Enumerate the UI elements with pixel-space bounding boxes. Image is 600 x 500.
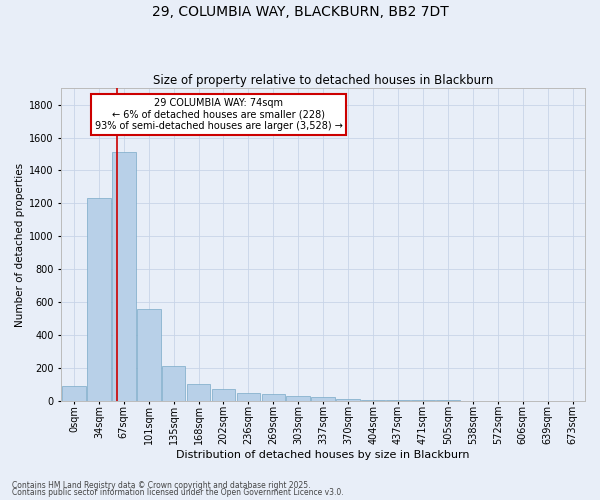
Bar	[337, 399, 360, 401]
Bar	[62, 386, 86, 401]
Title: Size of property relative to detached houses in Blackburn: Size of property relative to detached ho…	[153, 74, 493, 87]
Bar	[162, 366, 185, 401]
Text: 29, COLUMBIA WAY, BLACKBURN, BB2 7DT: 29, COLUMBIA WAY, BLACKBURN, BB2 7DT	[152, 5, 448, 19]
Bar	[87, 198, 110, 401]
Bar	[137, 308, 161, 401]
Bar	[361, 400, 385, 401]
Bar	[112, 152, 136, 401]
Bar	[286, 396, 310, 401]
Bar	[386, 400, 410, 401]
Bar	[311, 398, 335, 401]
Bar	[187, 384, 211, 401]
Bar	[236, 392, 260, 401]
Bar	[262, 394, 285, 401]
Text: Contains public sector information licensed under the Open Government Licence v3: Contains public sector information licen…	[12, 488, 344, 497]
Y-axis label: Number of detached properties: Number of detached properties	[15, 162, 25, 326]
X-axis label: Distribution of detached houses by size in Blackburn: Distribution of detached houses by size …	[176, 450, 470, 460]
Bar	[212, 390, 235, 401]
Text: Contains HM Land Registry data © Crown copyright and database right 2025.: Contains HM Land Registry data © Crown c…	[12, 480, 311, 490]
Text: 29 COLUMBIA WAY: 74sqm
← 6% of detached houses are smaller (228)
93% of semi-det: 29 COLUMBIA WAY: 74sqm ← 6% of detached …	[95, 98, 343, 130]
